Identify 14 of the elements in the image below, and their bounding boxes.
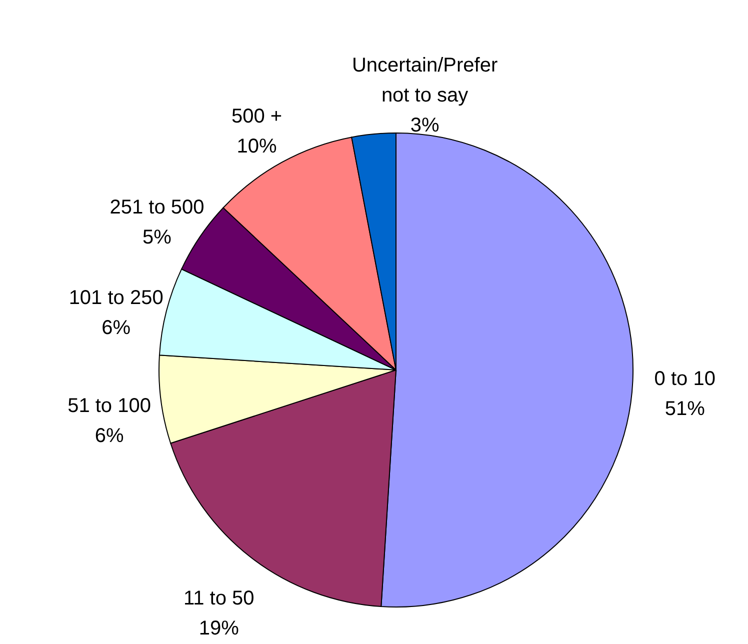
data-label: 19% xyxy=(198,617,240,640)
slice-label: Uncertain/Prefer not to say xyxy=(352,54,498,106)
slice-label: 0 to 10 xyxy=(654,368,716,390)
data-label: 6% xyxy=(102,317,131,340)
data-label: 5% xyxy=(142,226,172,249)
slice-label: 51 to 100 xyxy=(68,395,151,418)
slice-label: 251 to 500 xyxy=(110,196,204,219)
slice-label: 500 + xyxy=(231,106,282,128)
slice-label: 11 to 50 xyxy=(183,587,254,610)
slice-label: 101 to 250 xyxy=(68,287,164,310)
data-label: 6% xyxy=(94,425,124,448)
data-label: 10% xyxy=(236,136,278,158)
data-label: 51% xyxy=(664,398,706,420)
data-label: 3% xyxy=(410,114,440,136)
